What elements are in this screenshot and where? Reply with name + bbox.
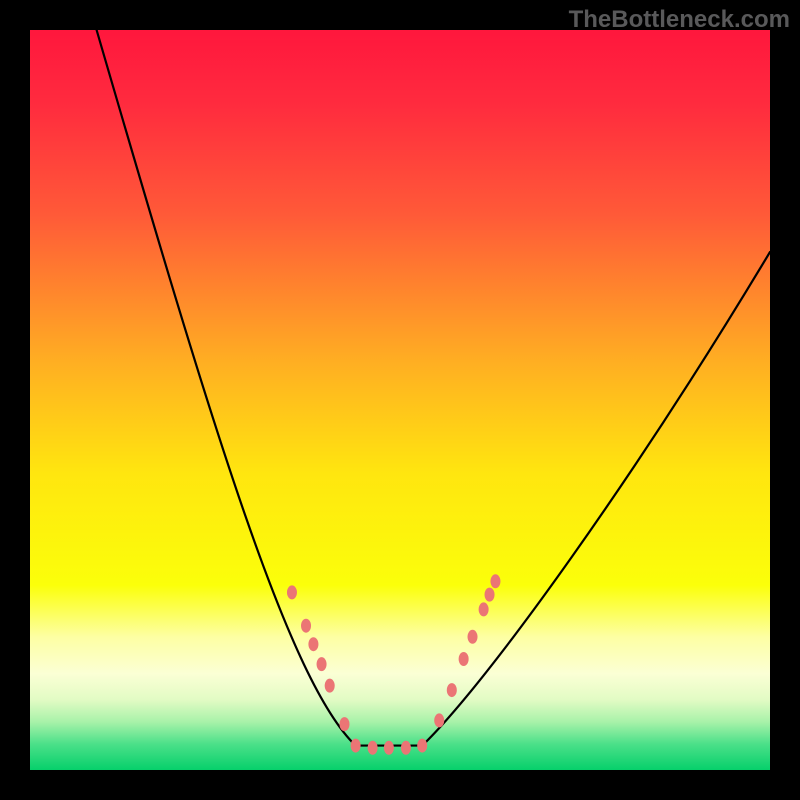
data-marker xyxy=(479,602,489,616)
data-marker xyxy=(490,574,500,588)
data-marker xyxy=(351,739,361,753)
watermark-label: TheBottleneck.com xyxy=(569,6,790,34)
data-marker xyxy=(401,741,411,755)
chart-container: TheBottleneck.com xyxy=(0,0,800,800)
data-marker xyxy=(308,637,318,651)
data-marker xyxy=(317,657,327,671)
data-marker xyxy=(459,652,469,666)
data-marker xyxy=(468,630,478,644)
bottleneck-chart xyxy=(0,0,800,800)
data-marker xyxy=(384,741,394,755)
data-marker xyxy=(287,585,297,599)
data-marker xyxy=(325,679,335,693)
data-marker xyxy=(340,717,350,731)
data-marker xyxy=(368,741,378,755)
data-marker xyxy=(434,713,444,727)
data-marker xyxy=(485,588,495,602)
data-marker xyxy=(417,739,427,753)
plot-area xyxy=(30,30,770,770)
data-marker xyxy=(301,619,311,633)
data-marker xyxy=(447,683,457,697)
